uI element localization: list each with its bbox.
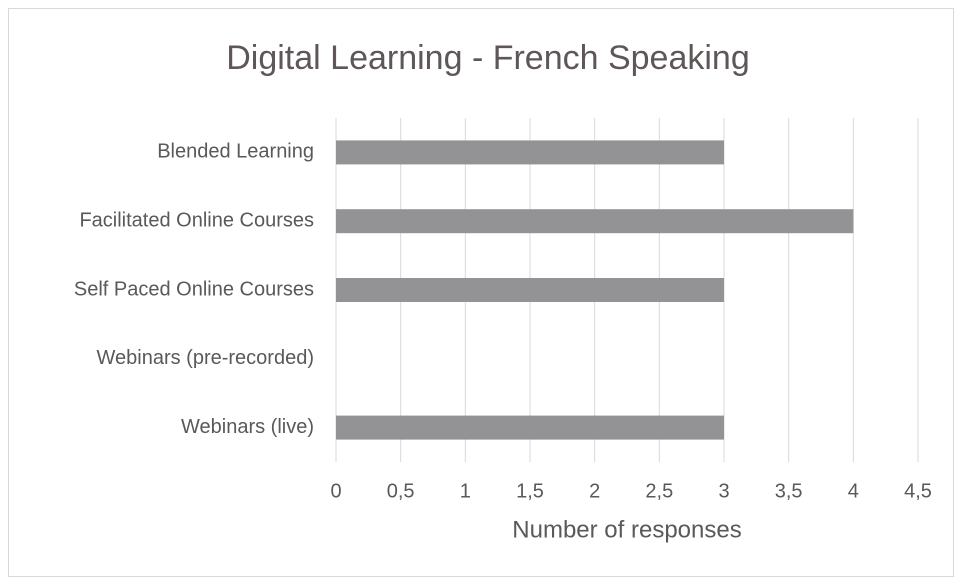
y-tick-label: Webinars (pre-recorded) bbox=[97, 347, 315, 369]
y-tick-label: Self Paced Online Courses bbox=[74, 278, 314, 300]
x-tick-label: 4,5 bbox=[904, 480, 932, 502]
y-tick-label: Blended Learning bbox=[157, 141, 314, 163]
x-tick-label: 0 bbox=[330, 480, 341, 502]
chart-title: Digital Learning - French Speaking bbox=[226, 39, 750, 77]
y-tick-label: Webinars (live) bbox=[181, 416, 314, 438]
bar bbox=[336, 415, 724, 440]
x-tick-label: 3,5 bbox=[775, 480, 803, 502]
x-tick-label: 1,5 bbox=[516, 480, 544, 502]
x-tick-label: 3 bbox=[718, 480, 729, 502]
x-tick-label: 2,5 bbox=[645, 480, 673, 502]
x-tick-label: 2 bbox=[589, 480, 600, 502]
x-tick-label: 1 bbox=[460, 480, 471, 502]
x-tick-label: 4 bbox=[848, 480, 859, 502]
bar bbox=[336, 278, 724, 302]
bar bbox=[336, 140, 724, 165]
x-tick-label: 0,5 bbox=[387, 480, 415, 502]
y-tick-label: Facilitated Online Courses bbox=[79, 209, 314, 231]
bar bbox=[336, 209, 854, 234]
x-axis-label: Number of responses bbox=[512, 516, 741, 543]
